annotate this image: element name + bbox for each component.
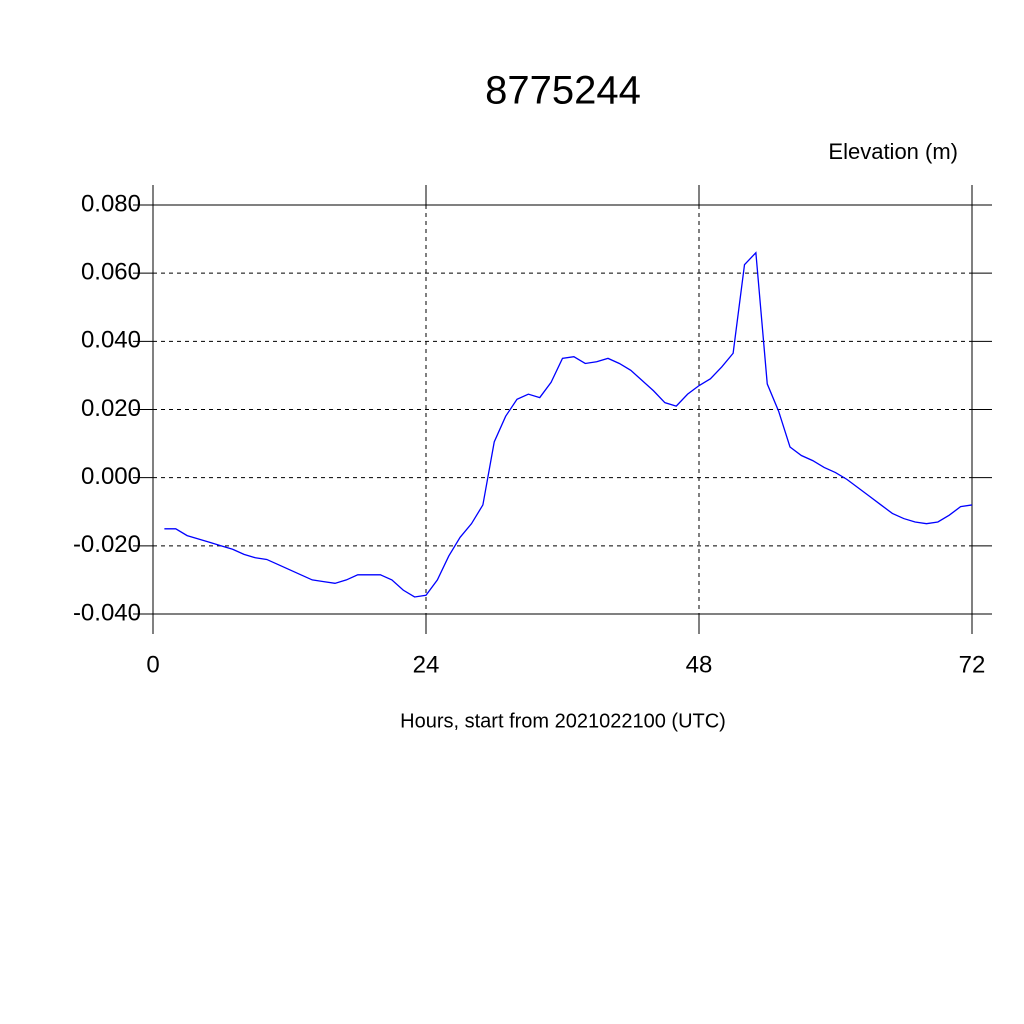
- y-tick-label: 0.000: [81, 463, 141, 490]
- y-tick-label: 0.020: [81, 395, 141, 422]
- y-axis-label: Elevation (m): [828, 139, 958, 164]
- x-tick-label: 72: [959, 651, 986, 678]
- y-tick-label: -0.040: [73, 599, 141, 626]
- y-tick-label: 0.040: [81, 327, 141, 354]
- x-tick-label: 48: [686, 651, 713, 678]
- chart-title: 8775244: [485, 69, 641, 113]
- y-tick-label: -0.020: [73, 531, 141, 558]
- x-tick-label: 0: [146, 651, 159, 678]
- y-tick-label: 0.080: [81, 190, 141, 217]
- x-tick-label: 24: [413, 651, 440, 678]
- y-tick-label: 0.060: [81, 259, 141, 286]
- x-axis-label: Hours, start from 2021022100 (UTC): [400, 710, 726, 732]
- data-line: [164, 251, 973, 598]
